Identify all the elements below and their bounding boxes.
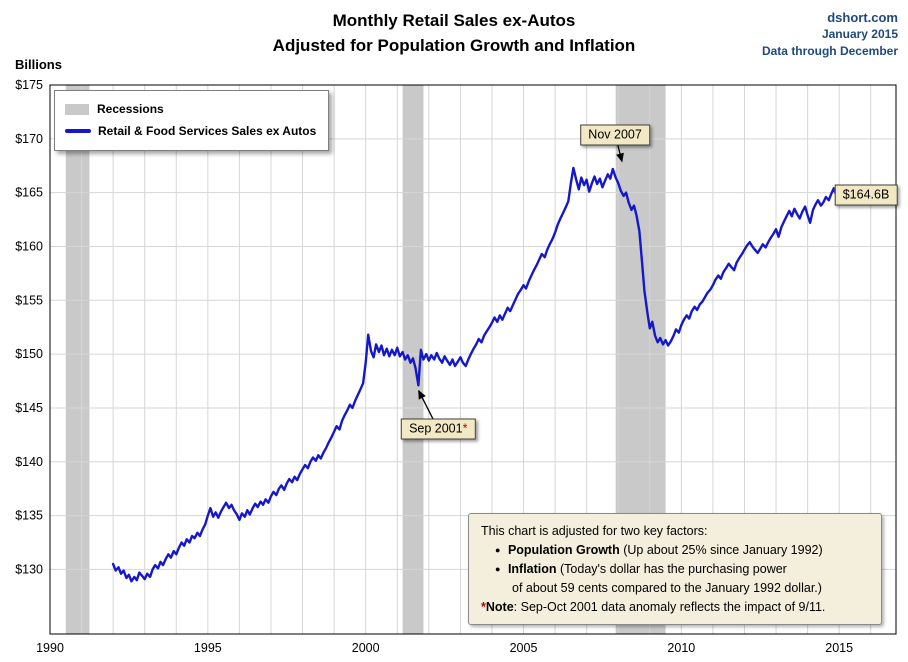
chart-title-line1: Monthly Retail Sales ex-Autos bbox=[332, 11, 576, 30]
text-segment: Sep 2001 bbox=[409, 421, 463, 436]
text-segment: (Today's dollar has the purchasing power bbox=[556, 562, 787, 576]
note-line: ● Inflation (Today's dollar has the purc… bbox=[481, 560, 871, 579]
y-tick-label: $170 bbox=[15, 132, 43, 146]
source-date: January 2015 bbox=[821, 27, 898, 41]
y-tick-label: $155 bbox=[15, 293, 43, 307]
callout-end-value: $164.6B bbox=[834, 184, 898, 206]
text-segment: Note bbox=[485, 600, 514, 614]
text-segment: : Sep-Oct 2001 data anomaly reflects the… bbox=[513, 600, 826, 614]
legend-item-series: Retail & Food Services Sales ex Autos bbox=[65, 120, 316, 142]
y-tick-label: $145 bbox=[15, 401, 43, 415]
x-tick-label: 1995 bbox=[194, 641, 222, 655]
text-segment: ● bbox=[495, 564, 503, 574]
note-line: ● Population Growth (Up about 25% since … bbox=[481, 541, 871, 560]
y-tick-label: $160 bbox=[15, 239, 43, 253]
x-tick-label: 2010 bbox=[667, 641, 695, 655]
y-tick-label: $175 bbox=[15, 78, 43, 92]
text-segment: * bbox=[481, 600, 486, 614]
y-tick-label: $140 bbox=[15, 455, 43, 469]
source-data-through: Data through December bbox=[761, 44, 898, 58]
note-box: This chart is adjusted for two key facto… bbox=[468, 513, 882, 625]
text-segment: This chart is adjusted for two key facto… bbox=[481, 524, 708, 538]
text-segment: of about 59 cents compared to the Januar… bbox=[512, 581, 822, 595]
text-segment: Nov 2007 bbox=[588, 127, 642, 142]
recession-swatch-icon bbox=[65, 103, 89, 115]
text-segment: * bbox=[462, 421, 468, 436]
plot-border bbox=[49, 84, 897, 635]
note-line: *Note: Sep-Oct 2001 data anomaly reflect… bbox=[481, 598, 871, 617]
note-line: of about 59 cents compared to the Januar… bbox=[481, 579, 871, 598]
x-tick-label: 2000 bbox=[352, 641, 380, 655]
chart-title-block: Monthly Retail Sales ex-Autos Adjusted f… bbox=[0, 8, 908, 58]
source-block: dshort.com January 2015 Data through Dec… bbox=[762, 9, 898, 60]
callout-nov-2007: Nov 2007 bbox=[580, 124, 650, 146]
y-tick-label: $165 bbox=[15, 186, 43, 200]
callout-sep-2001: Sep 2001* bbox=[401, 418, 476, 440]
text-segment: (Up about 25% since January 1992) bbox=[619, 543, 823, 557]
x-tick-label: 1990 bbox=[36, 641, 64, 655]
y-tick-label: $150 bbox=[15, 347, 43, 361]
text-segment: Inflation bbox=[507, 562, 557, 576]
y-tick-label: $130 bbox=[15, 562, 43, 576]
series-line-swatch-icon bbox=[65, 129, 91, 133]
text-segment: $164.6B bbox=[842, 187, 890, 202]
source-site: dshort.com bbox=[827, 10, 898, 25]
chart-title-line2: Adjusted for Population Growth and Infla… bbox=[272, 36, 636, 55]
x-tick-label: 2015 bbox=[825, 641, 853, 655]
y-tick-label: $135 bbox=[15, 509, 43, 523]
note-line: This chart is adjusted for two key facto… bbox=[481, 522, 871, 541]
legend: Recessions Retail & Food Services Sales … bbox=[54, 90, 330, 151]
legend-item-recessions: Recessions bbox=[65, 98, 316, 120]
text-segment: ● bbox=[495, 545, 503, 555]
text-segment: Population Growth bbox=[507, 543, 620, 557]
data-line-retail-sales bbox=[111, 166, 838, 583]
y-axis-unit-label: Billions bbox=[15, 57, 62, 72]
legend-label-series: Retail & Food Services Sales ex Autos bbox=[98, 124, 317, 138]
legend-label-recessions: Recessions bbox=[97, 102, 164, 116]
x-tick-label: 2005 bbox=[510, 641, 538, 655]
recession-band bbox=[65, 85, 90, 634]
